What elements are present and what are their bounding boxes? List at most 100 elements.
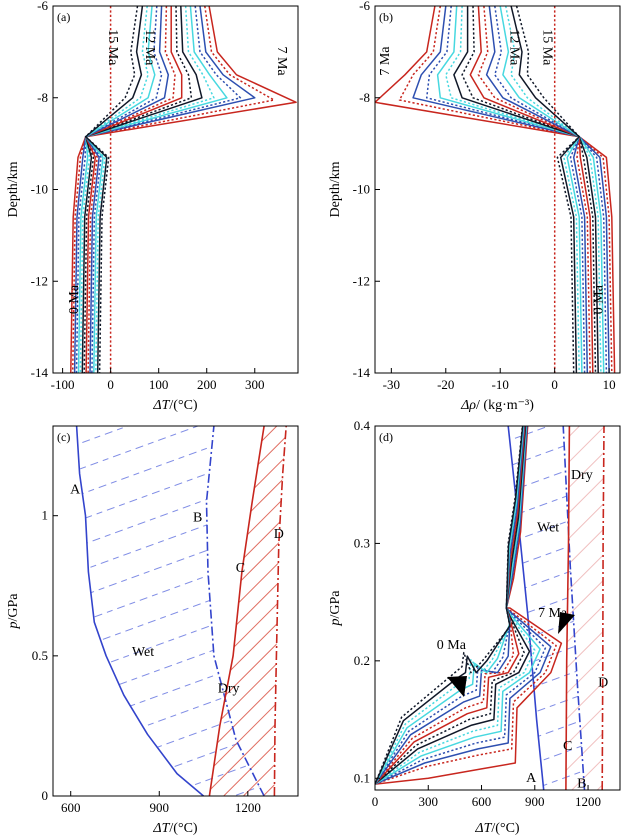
age-annotation: 15 Ma [105,29,120,66]
series-line-2 [412,6,610,373]
x-tick-label: 0 [372,794,379,809]
panel-b: -30 -20 -10 0 10 -14 -12 -10 -8 -6 (b) Δρ/ (kg·m⁻³)… [328,0,621,413]
plot-area [375,6,616,373]
x-tick-label: 0 [551,377,558,392]
panel-c: 600 900 1200 0 0.5 1 (c) ΔT/(°C) p/GPa Wet Dry A B C D [6,425,299,836]
curve-B [205,426,265,796]
series-line-11 [494,6,586,373]
x-tick-label: -10 [492,377,509,392]
x-tick-label: 900 [150,800,170,815]
x-axis-label-unit: /(°C) [169,398,197,413]
x-tick-label: 200 [197,377,217,392]
y-axis-label-symbol: p [328,619,343,627]
age-annotation: 12 Ma [507,29,522,66]
x-axis-label-symbol: ΔT [474,821,492,836]
y-axis-label: p/GPa [328,590,343,627]
age-annotation: 0 Ma [67,284,82,314]
x-tick-label: -30 [383,377,400,392]
x-axis-label: Δρ/ (kg·m⁻³) [460,398,534,413]
curve-label: D [274,527,284,542]
curve-label: C [563,739,572,754]
series-line-15 [515,6,580,373]
region-label: Dry [571,468,593,483]
arrow-0ma [447,676,467,697]
series-line-7 [83,6,193,373]
age-annotation: 15 Ma [539,29,554,66]
x-axis-label: ΔT/(°C) [474,821,520,836]
y-tick-label: 1 [42,508,49,523]
x-tick-label: 900 [525,794,545,809]
series-line-11 [375,426,526,785]
series-line-7 [461,6,597,373]
curve-label: A [70,482,81,497]
curve-label: B [577,777,586,792]
age-annotation: 12 Ma [142,29,157,66]
region-label: Wet [132,645,154,660]
series-line-11 [84,6,163,373]
wet-region [76,426,265,796]
curve-label: D [598,676,608,691]
series-line-15 [84,6,139,373]
x-axis-label-symbol: Δρ [460,398,476,413]
dry-region [209,426,287,796]
series-line-4 [436,6,605,373]
series-line-14 [510,6,580,373]
series-line-8 [375,426,541,785]
x-axis-label-symbol: ΔT [152,398,170,413]
y-tick-label: -14 [31,365,49,380]
panel-label: (c) [57,430,70,444]
arrow-7ma [558,612,575,634]
x-axis-label: ΔT/(°C) [152,398,198,413]
plot-area [75,426,287,796]
wet-region [508,426,585,790]
region-label: Wet [537,521,559,536]
age-annotation: 7 Ma [378,46,393,76]
x-tick-label: 1200 [235,800,261,815]
y-tick-label: -14 [353,365,371,380]
series-line-19 [375,426,524,785]
x-tick-label: 0 [107,377,114,392]
x-tick-label: 10 [603,377,616,392]
x-tick-label: 300 [245,377,265,392]
x-tick-label: -100 [51,377,75,392]
series-line-4 [77,6,228,373]
x-tick-label: 1200 [575,794,601,809]
series-line-13 [504,6,580,373]
y-tick-label: -6 [37,0,48,13]
age-annotation: 0 Ma [437,638,467,653]
curve-A [75,426,205,796]
region-label: Dry [218,681,240,696]
age-annotation: 7 Ma [274,46,289,76]
y-tick-label: 0.1 [354,770,370,785]
panel-d: 0 300 600 900 1200 0.1 0.2 0.3 0.4 (d) ΔT/(°C) p/GP… [328,418,621,836]
series-line-3 [425,6,608,373]
y-axis-label: Depth/km [328,161,343,217]
series-line-9 [477,6,591,373]
x-axis-label-symbol: ΔT [152,821,170,836]
series-line-1 [398,6,613,373]
panel-label: (d) [379,430,393,444]
curve-A [507,426,545,790]
series-line-12 [84,6,156,373]
x-axis-label-unit: /(°C) [491,821,519,836]
x-axis-label: ΔT/(°C) [152,821,198,836]
y-axis-label-symbol: p [6,622,21,630]
y-tick-label: 0.2 [354,653,370,668]
panel-label: (b) [379,10,393,24]
y-tick-label: -10 [353,182,370,197]
y-tick-label: 0.3 [354,535,370,550]
series-line-2 [73,6,256,373]
series-line-14 [84,6,144,373]
y-tick-label: -10 [31,182,48,197]
panel-label: (a) [57,10,70,24]
series-line-12 [375,426,526,785]
curve-label: B [193,510,202,525]
series-line-10 [84,6,170,373]
y-axis-label-unit: /GPa [328,590,343,619]
curve-C [565,426,571,790]
series-line-14 [375,426,525,785]
series-line-13 [84,6,149,373]
x-axis-label-unit: / (kg·m⁻³) [476,398,534,413]
y-tick-label: 0.4 [354,418,371,433]
dry-region [565,426,605,790]
